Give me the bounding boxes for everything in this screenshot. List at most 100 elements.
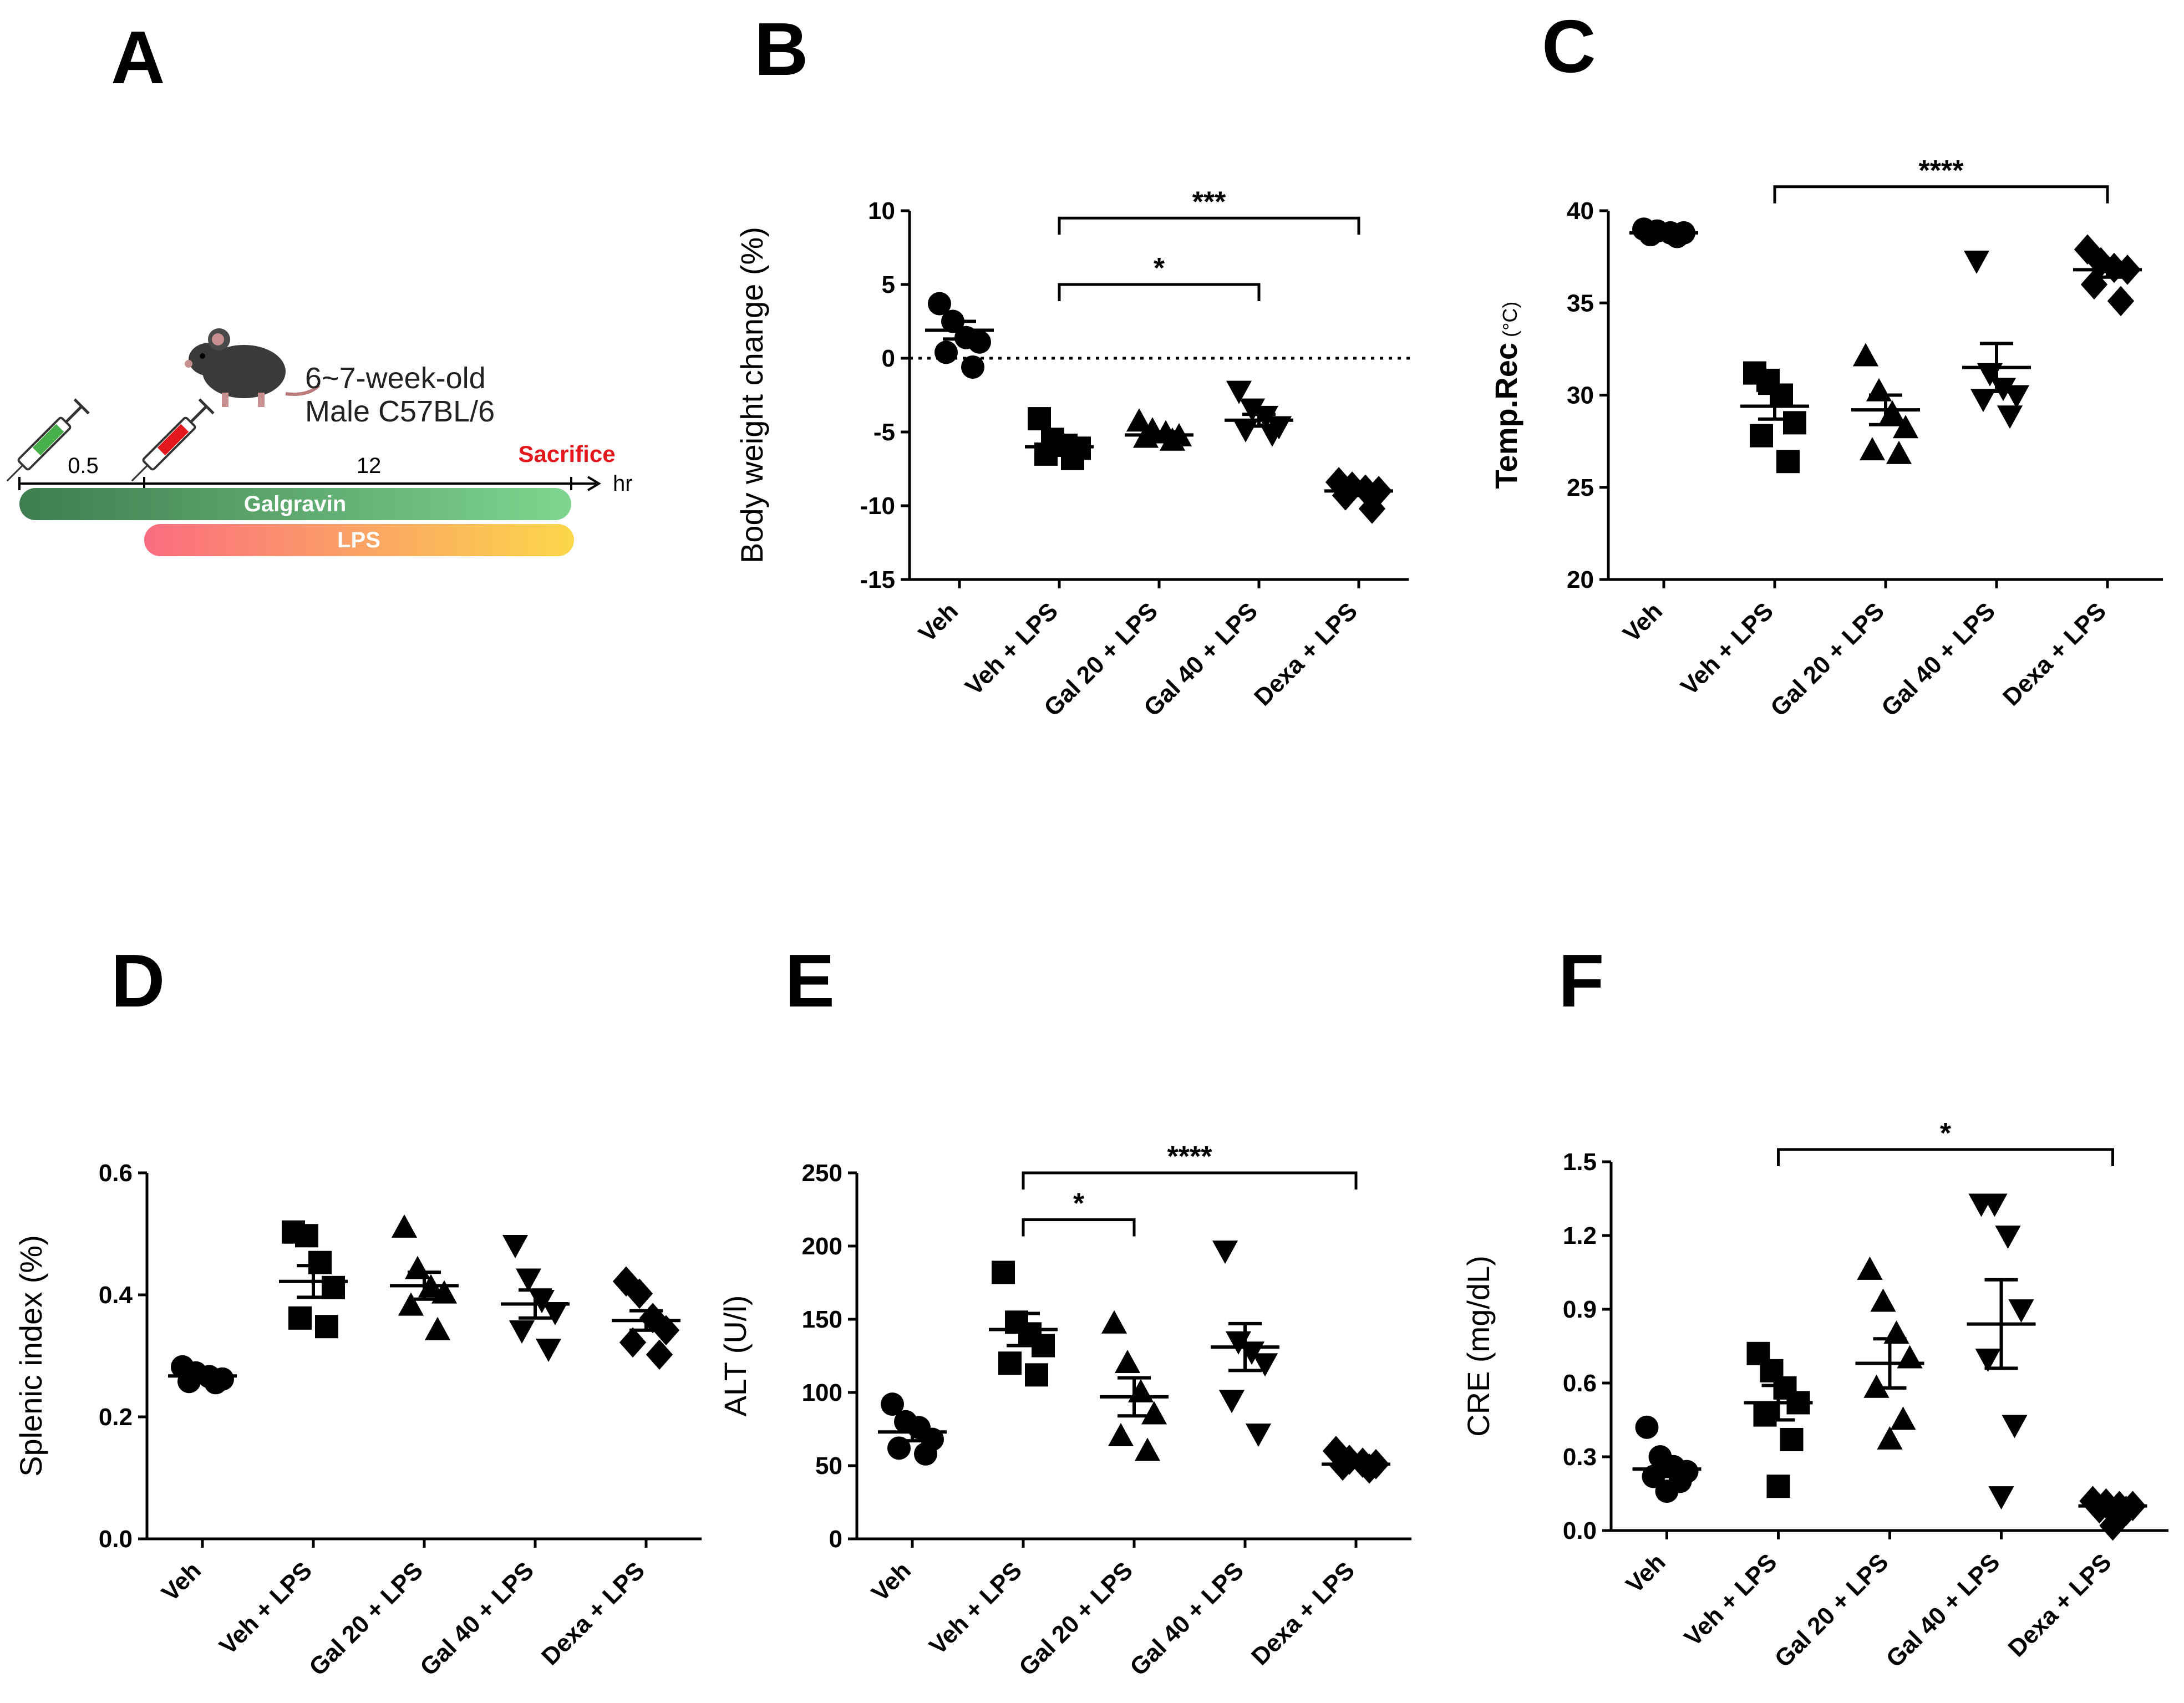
panel-b-xtick-label: Dexa + LPS xyxy=(1249,597,1363,711)
panel-f-data-point xyxy=(1753,1403,1777,1427)
panel-c-ylabel-unit: (°C) xyxy=(1499,302,1521,337)
panel-e-ytick-label: 250 xyxy=(802,1160,842,1187)
panel-b-chart: 10 5 0 -5 -10 -15 Body weight change (%) VehVeh… xyxy=(734,186,1411,721)
panel-e-data-point xyxy=(881,1392,904,1416)
panel-c-data-point xyxy=(1886,440,1912,464)
panel-f-data-point xyxy=(1870,1288,1896,1312)
panel-b-ytick-label: -15 xyxy=(860,566,895,593)
panel-f-ytick-label: 0.6 xyxy=(1563,1370,1597,1397)
panel-f-ytick-label: 0.3 xyxy=(1563,1443,1597,1471)
panel-e-xtick-label: Veh xyxy=(866,1557,916,1607)
panel-c-data-point xyxy=(2003,385,2030,409)
panel-c-data-point xyxy=(1892,415,1919,439)
panel-c-xtick-label: Gal 40 + LPS xyxy=(1876,597,2000,721)
panel-d-ytick-label: 0.2 xyxy=(99,1404,133,1431)
panel-d-data-point xyxy=(639,1303,667,1334)
panel-f-data-point xyxy=(1995,1226,2021,1249)
panel-c-xtick-label: Gal 20 + LPS xyxy=(1765,597,1890,721)
panel-b-data-point xyxy=(928,292,951,316)
panel-e-data-point xyxy=(914,1442,937,1466)
panel-c-xtick-label: Veh xyxy=(1618,597,1668,647)
panel-b-ytick-label: -5 xyxy=(873,419,895,446)
panel-f-data-point xyxy=(1857,1256,1883,1280)
panel-c-data-point xyxy=(1665,225,1689,248)
panel-b-significance-label: *** xyxy=(1192,186,1226,218)
panel-label-f: F xyxy=(1558,939,1604,1023)
panel-d-xtick-label: Veh xyxy=(156,1557,206,1607)
panel-c-data-point xyxy=(1750,424,1773,448)
panel-f-ytick-label: 0.9 xyxy=(1563,1296,1597,1323)
time-label-12: 12 xyxy=(357,454,382,478)
panel-b-data-point xyxy=(1232,419,1259,443)
panel-label-e: E xyxy=(785,939,835,1023)
panel-c-ytick-label: 35 xyxy=(1567,289,1594,317)
panel-e-data-point xyxy=(1108,1423,1134,1447)
panel-c-data-point xyxy=(1859,437,1886,461)
panel-c-ylabel: Temp.Rec (°C) xyxy=(1489,302,1523,489)
panel-e-data-point xyxy=(1245,1424,1272,1447)
panel-e-significance-label: **** xyxy=(1167,1141,1213,1173)
panel-e-data-point xyxy=(1114,1350,1141,1374)
panel-b-data-point xyxy=(1226,380,1252,404)
panel-d-data-point xyxy=(295,1224,318,1248)
panel-d-data-point xyxy=(646,1339,673,1370)
panel-b-xtick-label: Veh xyxy=(913,597,963,647)
panel-d-data-point xyxy=(398,1292,424,1316)
panel-e-xtick-label: Dexa + LPS xyxy=(1246,1557,1360,1670)
panel-f-data-point xyxy=(2008,1299,2034,1323)
panel-d-data-point xyxy=(652,1315,680,1346)
panel-f-data-point xyxy=(2099,1510,2126,1541)
panel-f-data-point xyxy=(1982,1193,2008,1217)
panel-e-data-point xyxy=(1134,1437,1161,1461)
panel-d-ytick-label: 0.6 xyxy=(99,1160,133,1187)
lps-label: LPS xyxy=(337,528,380,552)
panel-b-significance-bracket xyxy=(1058,216,1360,235)
panel-c-data-point xyxy=(1852,343,1879,367)
panel-c-xtick-label: Dexa + LPS xyxy=(1998,597,2111,711)
panel-d-xtick-label: Veh + LPS xyxy=(214,1557,317,1660)
panel-label-d: D xyxy=(111,939,165,1023)
panel-b-ytick-label: 10 xyxy=(868,197,895,225)
panel-b-xtick-label: Veh + LPS xyxy=(960,597,1063,700)
panel-c-data-point xyxy=(1997,405,2023,429)
panel-f-ylabel-text: CRE (mg/dL) xyxy=(1461,1255,1496,1437)
panel-c-ytick-label: 40 xyxy=(1567,197,1594,225)
panel-e-ytick-label: 50 xyxy=(815,1452,842,1480)
panel-e-data-point xyxy=(1101,1310,1127,1334)
panel-b-data-point xyxy=(934,340,958,364)
panel-d-data-point xyxy=(619,1327,647,1358)
panel-f-ytick-label: 1.5 xyxy=(1563,1148,1597,1176)
panel-c-significance-label: **** xyxy=(1919,155,1964,187)
strain-line-2: Male C57BL/6 xyxy=(305,395,495,428)
panel-label-b: B xyxy=(754,7,809,91)
panel-e-ytick-label: 100 xyxy=(802,1379,842,1406)
panel-c-data-point xyxy=(2107,286,2135,317)
panel-e-data-point xyxy=(992,1260,1015,1284)
panel-e-significance-label: * xyxy=(1073,1187,1085,1219)
lps-bar xyxy=(144,524,574,556)
panel-e-data-point xyxy=(1141,1401,1167,1425)
panel-d-chart: 0.6 0.4 0.2 0.0 Splenic index (%) Veh Veh + LP… xyxy=(13,1160,702,1681)
panel-b-ytick-label: -10 xyxy=(860,492,895,520)
panel-f-data-point xyxy=(2002,1415,2028,1438)
panel-e-ytick-label: 200 xyxy=(802,1233,842,1260)
timeline-arrowhead xyxy=(587,476,601,491)
panel-c-ylabel-text: Temp.Rec xyxy=(1489,343,1523,489)
panel-e-ylabel-text: ALT (U/l) xyxy=(718,1295,753,1417)
time-unit: hr xyxy=(613,471,633,496)
panel-d-data-point xyxy=(404,1255,431,1279)
panel-c-ytick-label: 20 xyxy=(1567,566,1594,593)
panel-b-ylabel: Body weight change (%) xyxy=(734,227,769,563)
panel-c-ytick-label: 25 xyxy=(1567,474,1594,501)
panel-e-data-point xyxy=(998,1351,1022,1375)
panel-c-data-point xyxy=(1963,250,1990,274)
panel-d-xtick-label: Gal 40 + LPS xyxy=(415,1557,539,1681)
panel-c-data-point xyxy=(1879,400,1906,424)
panel-f-xtick-label: Dexa + LPS xyxy=(2003,1548,2117,1662)
panel-d-ylabel-text: Splenic index (%) xyxy=(13,1235,48,1477)
panel-c-data-point xyxy=(1970,389,1997,413)
panel-e-xtick-label: Gal 20 + LPS xyxy=(1014,1557,1138,1681)
panel-f-data-point xyxy=(1780,1427,1804,1451)
